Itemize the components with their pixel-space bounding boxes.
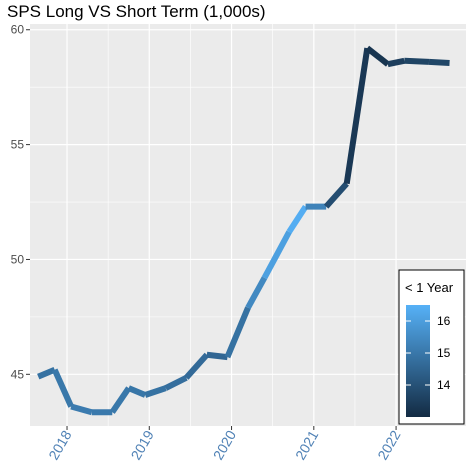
line-segment [127,385,147,398]
line-segment [428,58,450,67]
legend-ticks: 14 15 16 [406,314,451,392]
line-segment [37,366,56,380]
y-tick-label: 55 [11,138,25,152]
plot-panel [30,24,466,426]
line-segment [206,351,228,361]
line-segment [365,45,390,67]
line-segment [323,181,349,209]
legend-tick-label: 15 [437,346,451,360]
line-segment [286,204,309,234]
y-tick-label: 50 [11,252,25,266]
y-tick-label: 60 [11,23,25,37]
line-segment [51,368,74,408]
line-segment [261,230,292,280]
x-tick-label: 2018 [45,427,75,462]
line-segment [184,352,210,380]
chart-title: SPS Long VS Short Term (1,000s) [7,2,266,21]
legend: < 1 Year 14 15 16 [398,269,465,425]
x-tick-label: 2019 [127,427,157,462]
legend-title: < 1 Year [405,280,454,295]
line-segment [404,57,430,65]
series-line [37,45,450,416]
line-segment [245,276,268,310]
y-axis: 45 50 55 60 [11,23,30,381]
x-tick-label: 2021 [292,427,322,462]
x-axis: 2018 2019 2020 2021 2022 [45,426,404,462]
legend-colorbar [406,305,430,417]
grid [30,24,466,426]
line-segment [70,403,93,416]
line-segment [109,386,132,414]
line-segment [224,306,251,359]
x-tick-label: 2022 [374,427,404,462]
y-tick-label: 45 [11,367,25,381]
line-segment [343,47,371,185]
line-segment [144,385,167,398]
line-segment [164,375,188,391]
legend-tick-label: 14 [437,378,451,392]
x-tick-label: 2020 [210,427,240,462]
line-segment [387,57,405,68]
legend-tick-label: 16 [437,314,451,328]
